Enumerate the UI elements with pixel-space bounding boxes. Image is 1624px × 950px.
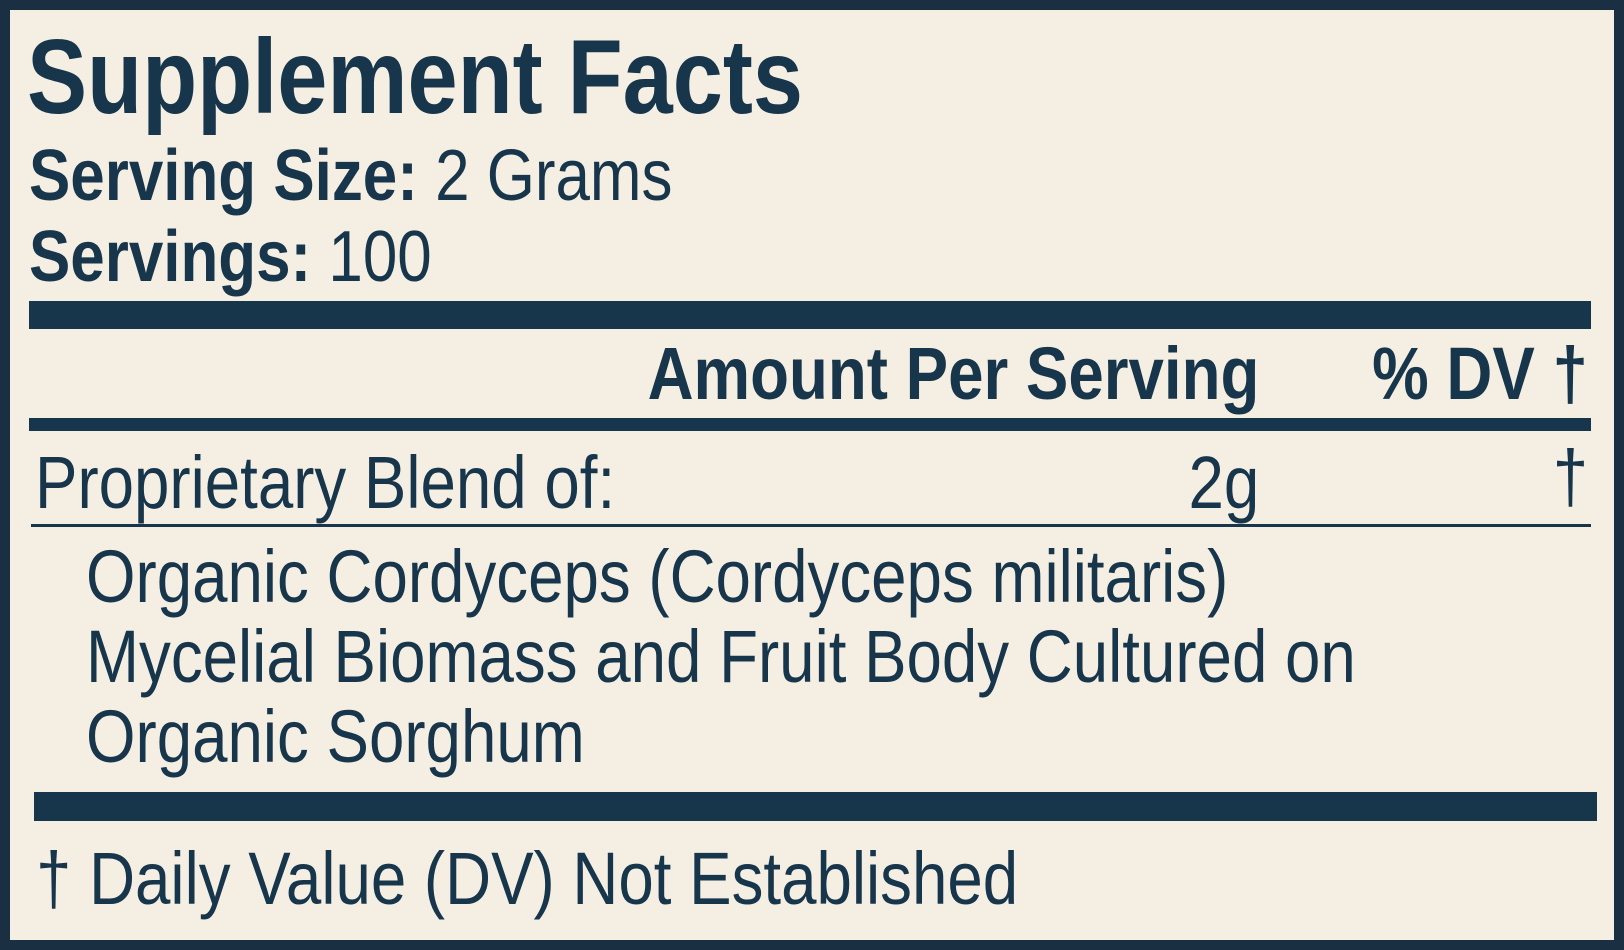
serving-size-label: Serving Size:: [29, 136, 418, 216]
thick-divider-bottom: [34, 792, 1597, 821]
supplement-facts-panel: [10, 10, 1614, 940]
servings-value: 100: [328, 217, 432, 297]
blend-dv: †: [1552, 435, 1588, 518]
footnote: † Daily Value (DV) Not Established: [36, 837, 1019, 920]
serving-size: Serving Size: 2 Grams: [29, 140, 672, 212]
title: Supplement Facts: [27, 18, 804, 136]
blend-name: Proprietary Blend of:: [35, 441, 616, 524]
amount-per-serving-header: Amount Per Serving: [647, 332, 1259, 415]
servings-label: Servings:: [29, 217, 312, 297]
thick-divider: [29, 301, 1591, 329]
serving-size-value: 2 Grams: [435, 136, 673, 216]
ingredient-line: Organic Sorghum: [86, 695, 585, 778]
medium-divider: [29, 418, 1591, 431]
blend-amount: 2g: [1188, 441, 1259, 524]
servings: Servings: 100: [29, 221, 432, 293]
ingredient-line: Organic Cordyceps (Cordyceps militaris): [86, 535, 1229, 618]
ingredient-line: Mycelial Biomass and Fruit Body Cultured…: [86, 615, 1356, 698]
dv-header: % DV †: [1372, 332, 1588, 415]
thin-divider: [31, 524, 1591, 527]
